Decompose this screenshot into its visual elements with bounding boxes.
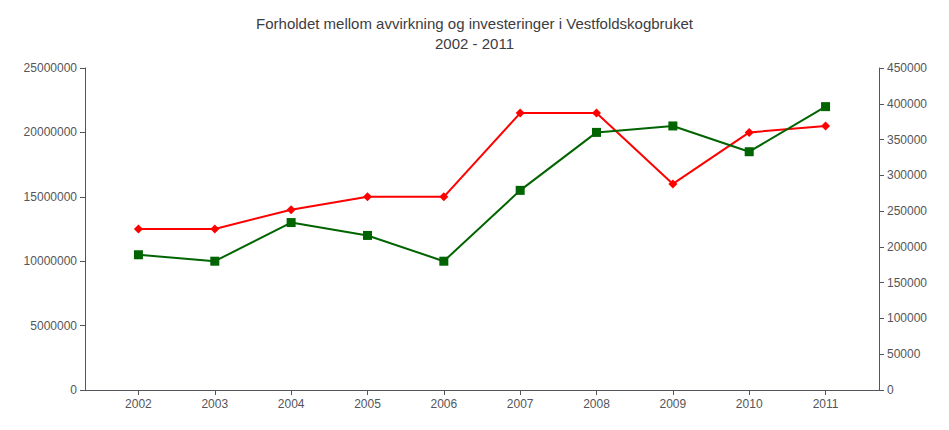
svg-text:300000: 300000 <box>887 168 927 182</box>
svg-text:2002: 2002 <box>125 397 152 411</box>
svg-text:25000000: 25000000 <box>24 61 78 75</box>
svg-text:2005: 2005 <box>354 397 381 411</box>
svg-text:20000000: 20000000 <box>24 125 78 139</box>
svg-text:150000: 150000 <box>887 276 927 290</box>
svg-text:450000: 450000 <box>887 61 927 75</box>
svg-text:2008: 2008 <box>583 397 610 411</box>
svg-text:100000: 100000 <box>887 311 927 325</box>
svg-text:50000: 50000 <box>887 347 921 361</box>
svg-text:2009: 2009 <box>660 397 687 411</box>
svg-text:0: 0 <box>70 383 77 397</box>
svg-text:2004: 2004 <box>278 397 305 411</box>
svg-text:Forholdet mellom avvirkning og: Forholdet mellom avvirkning og investeri… <box>256 15 694 32</box>
svg-text:2007: 2007 <box>507 397 534 411</box>
svg-text:10000000: 10000000 <box>24 254 78 268</box>
svg-text:0: 0 <box>887 383 894 397</box>
svg-text:2006: 2006 <box>430 397 457 411</box>
svg-text:250000: 250000 <box>887 204 927 218</box>
svg-text:2011: 2011 <box>813 397 839 411</box>
svg-text:2010: 2010 <box>736 397 763 411</box>
svg-text:200000: 200000 <box>887 240 927 254</box>
svg-text:350000: 350000 <box>887 133 927 147</box>
svg-text:400000: 400000 <box>887 97 927 111</box>
svg-text:5000000: 5000000 <box>30 319 77 333</box>
svg-text:2002 - 2011: 2002 - 2011 <box>435 35 514 52</box>
svg-text:15000000: 15000000 <box>24 190 78 204</box>
svg-text:2003: 2003 <box>201 397 228 411</box>
